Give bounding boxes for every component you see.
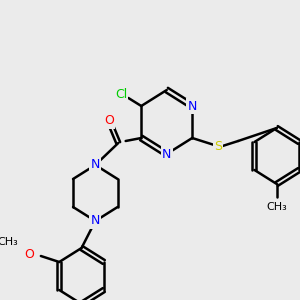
- Text: CH₃: CH₃: [266, 202, 287, 212]
- Text: N: N: [91, 158, 100, 172]
- Text: N: N: [91, 214, 100, 227]
- Text: N: N: [162, 148, 171, 160]
- Text: Cl: Cl: [115, 88, 127, 100]
- Text: N: N: [188, 100, 197, 112]
- Text: S: S: [214, 140, 222, 152]
- Text: CH₃: CH₃: [0, 237, 18, 247]
- Text: O: O: [104, 115, 114, 128]
- Text: O: O: [24, 248, 34, 260]
